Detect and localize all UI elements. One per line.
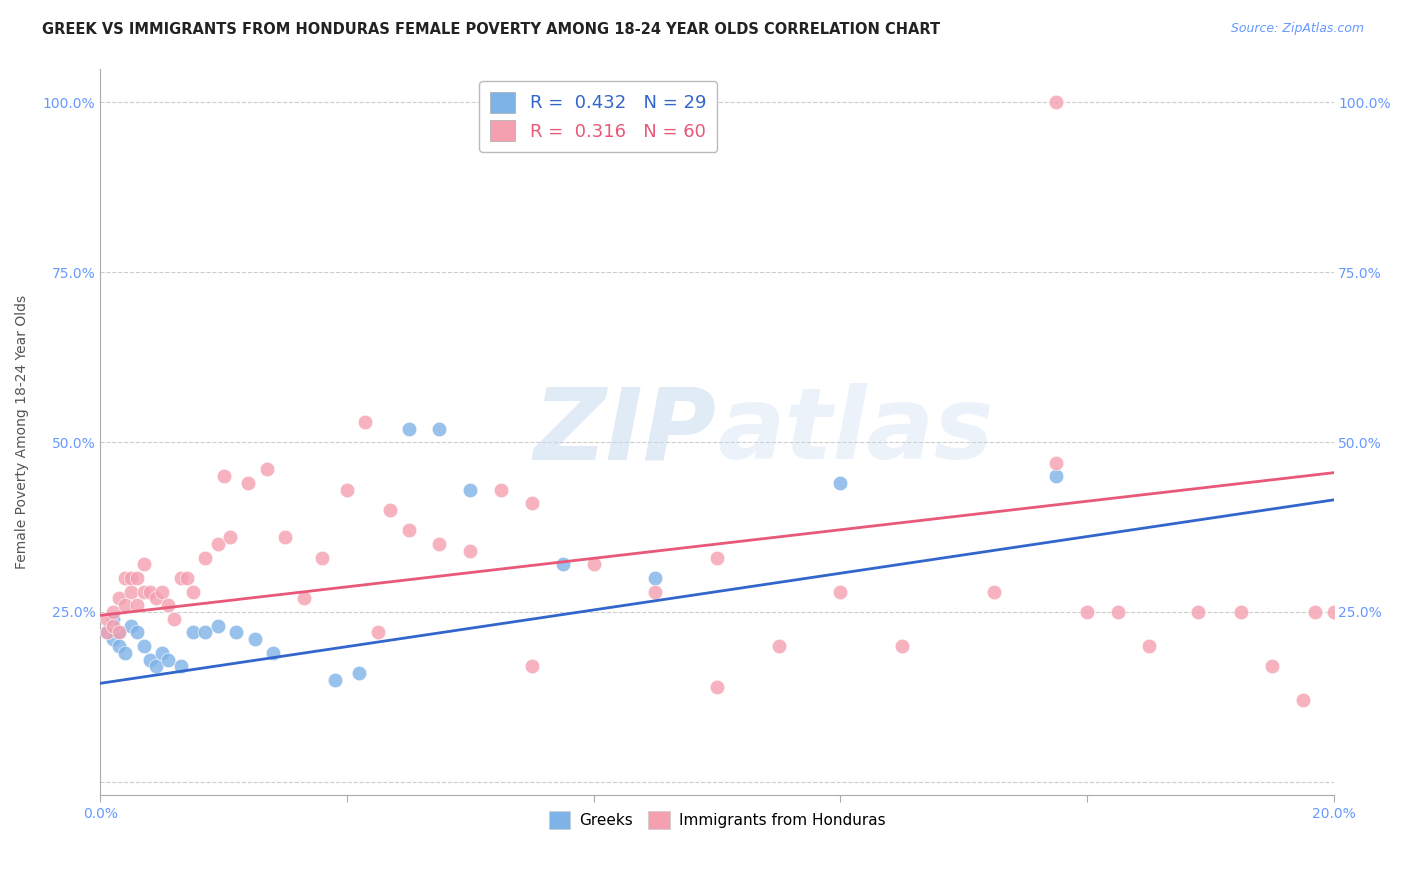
Point xyxy=(1261,659,1284,673)
Point xyxy=(489,483,512,497)
Point xyxy=(1292,693,1315,707)
Point xyxy=(157,598,180,612)
Point xyxy=(429,421,451,435)
Point xyxy=(460,544,482,558)
Point xyxy=(706,550,728,565)
Point xyxy=(367,625,389,640)
Point xyxy=(644,584,666,599)
Text: atlas: atlas xyxy=(717,384,994,481)
Point xyxy=(274,530,297,544)
Point xyxy=(830,584,852,599)
Point xyxy=(706,680,728,694)
Point xyxy=(150,584,173,599)
Point xyxy=(349,666,371,681)
Point xyxy=(145,659,167,673)
Point xyxy=(194,625,217,640)
Y-axis label: Female Poverty Among 18-24 Year Olds: Female Poverty Among 18-24 Year Olds xyxy=(15,295,30,569)
Point xyxy=(212,469,235,483)
Point xyxy=(238,475,260,490)
Point xyxy=(1076,605,1098,619)
Point xyxy=(194,550,217,565)
Point xyxy=(262,646,284,660)
Point xyxy=(398,421,420,435)
Text: Source: ZipAtlas.com: Source: ZipAtlas.com xyxy=(1230,22,1364,36)
Point xyxy=(225,625,247,640)
Point xyxy=(114,598,136,612)
Point xyxy=(207,537,229,551)
Point xyxy=(169,659,191,673)
Point xyxy=(114,646,136,660)
Point xyxy=(181,625,204,640)
Point xyxy=(138,652,160,666)
Point xyxy=(163,612,186,626)
Point xyxy=(101,618,124,632)
Text: GREEK VS IMMIGRANTS FROM HONDURAS FEMALE POVERTY AMONG 18-24 YEAR OLDS CORRELATI: GREEK VS IMMIGRANTS FROM HONDURAS FEMALE… xyxy=(42,22,941,37)
Point xyxy=(127,598,149,612)
Point xyxy=(120,584,142,599)
Point xyxy=(768,639,790,653)
Point xyxy=(114,571,136,585)
Point xyxy=(101,632,124,647)
Point xyxy=(176,571,198,585)
Point xyxy=(1322,605,1344,619)
Point xyxy=(644,571,666,585)
Point xyxy=(132,558,155,572)
Point xyxy=(101,612,124,626)
Point xyxy=(157,652,180,666)
Point xyxy=(1187,605,1209,619)
Point xyxy=(292,591,315,606)
Point xyxy=(132,639,155,653)
Point xyxy=(336,483,359,497)
Point xyxy=(520,659,543,673)
Point xyxy=(108,625,131,640)
Point xyxy=(551,558,574,572)
Point xyxy=(323,673,346,687)
Point xyxy=(1045,469,1067,483)
Point xyxy=(1045,95,1067,110)
Point xyxy=(398,524,420,538)
Point xyxy=(132,584,155,599)
Point xyxy=(108,591,131,606)
Point xyxy=(378,503,401,517)
Point xyxy=(108,639,131,653)
Legend: Greeks, Immigrants from Honduras: Greeks, Immigrants from Honduras xyxy=(543,805,891,835)
Point xyxy=(354,415,377,429)
Point xyxy=(1230,605,1253,619)
Point xyxy=(1137,639,1160,653)
Point xyxy=(138,584,160,599)
Point xyxy=(181,584,204,599)
Point xyxy=(830,475,852,490)
Point xyxy=(429,537,451,551)
Point xyxy=(127,625,149,640)
Point xyxy=(127,571,149,585)
Point xyxy=(1045,456,1067,470)
Point xyxy=(207,618,229,632)
Point xyxy=(108,625,131,640)
Point xyxy=(890,639,912,653)
Point xyxy=(96,612,118,626)
Point xyxy=(311,550,333,565)
Point xyxy=(243,632,266,647)
Point xyxy=(582,558,605,572)
Point xyxy=(1303,605,1326,619)
Point xyxy=(96,625,118,640)
Point xyxy=(256,462,278,476)
Point xyxy=(120,571,142,585)
Point xyxy=(120,618,142,632)
Point xyxy=(169,571,191,585)
Point xyxy=(145,591,167,606)
Point xyxy=(218,530,240,544)
Point xyxy=(96,625,118,640)
Point xyxy=(101,605,124,619)
Point xyxy=(983,584,1005,599)
Point xyxy=(150,646,173,660)
Point xyxy=(460,483,482,497)
Point xyxy=(1107,605,1129,619)
Text: ZIP: ZIP xyxy=(534,384,717,481)
Point xyxy=(520,496,543,510)
